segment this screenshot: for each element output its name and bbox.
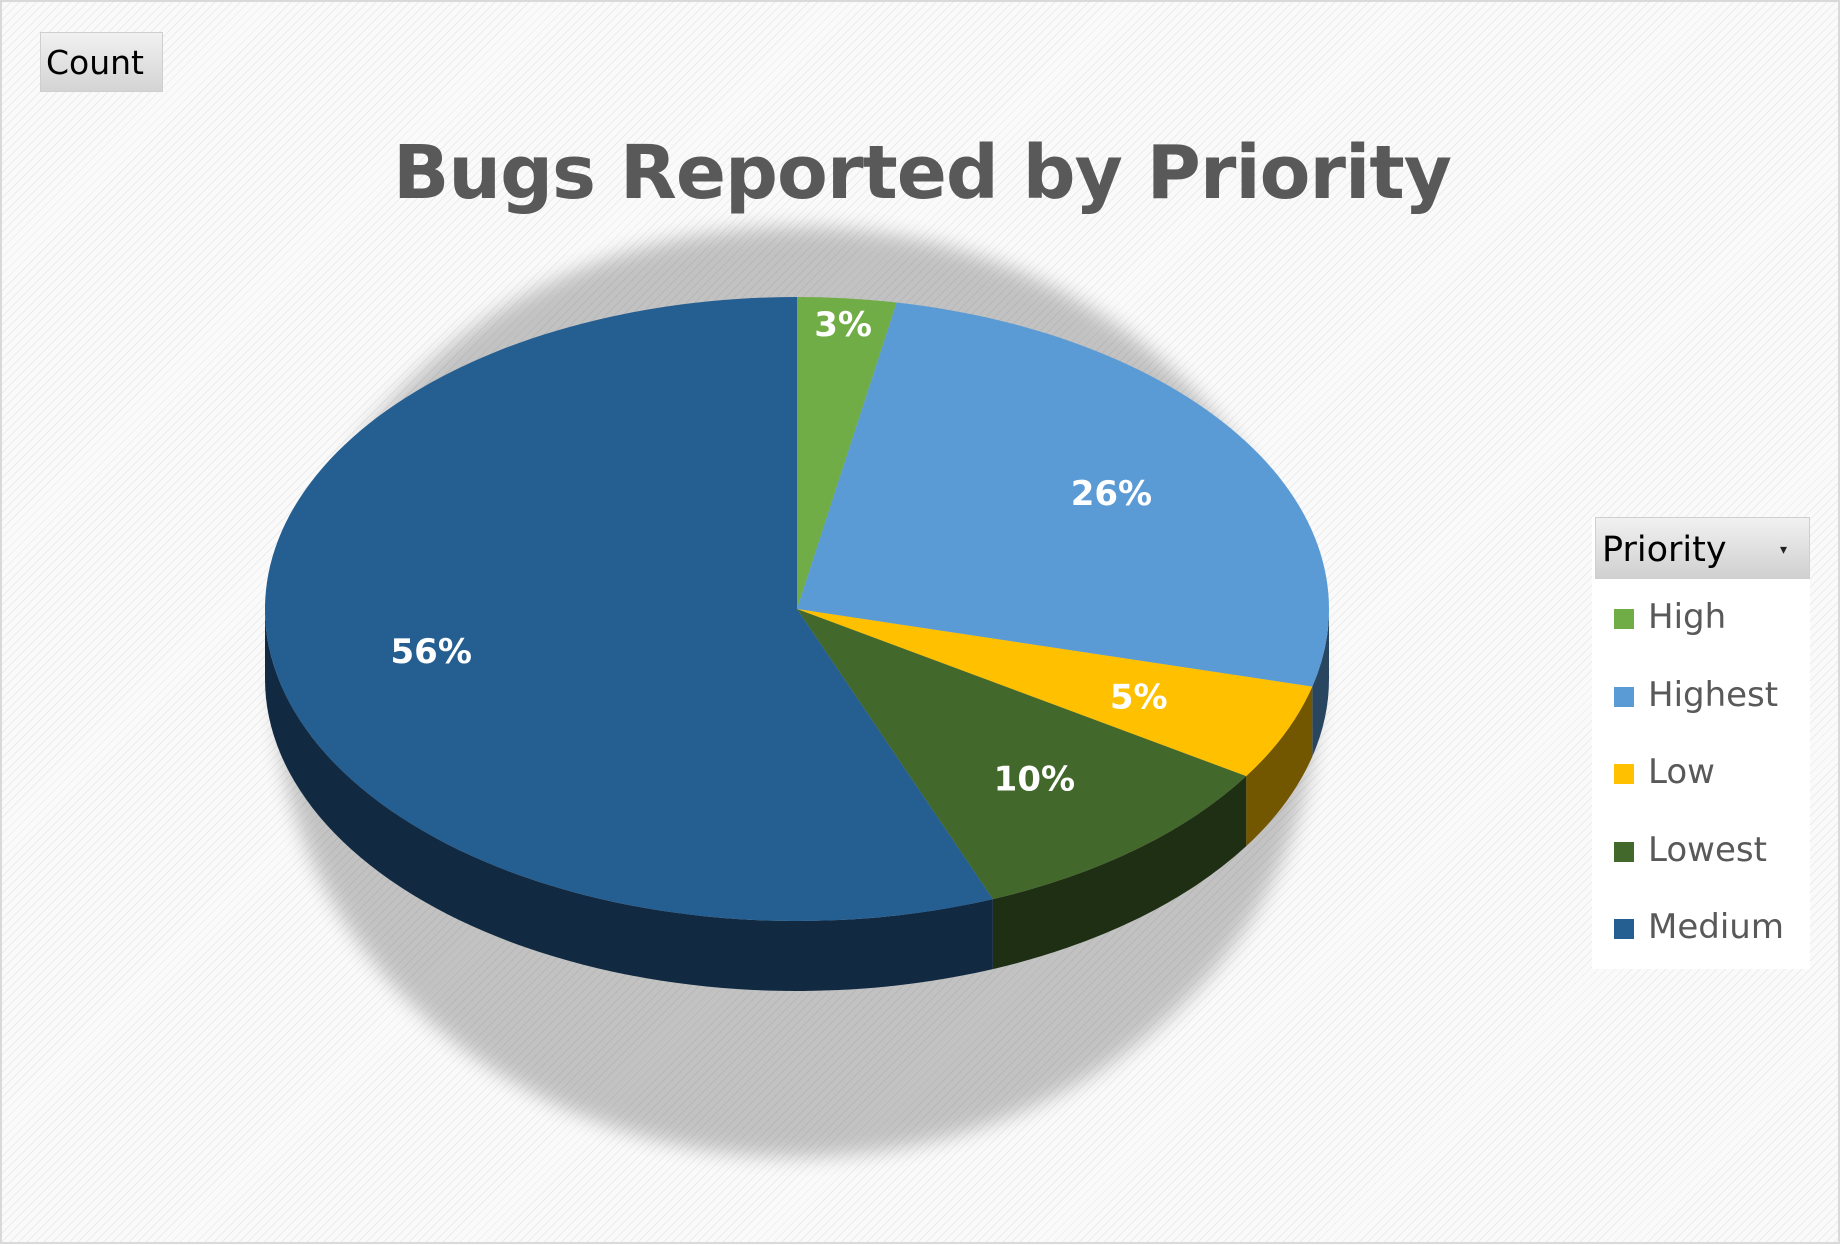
legend-title: Priority — [1602, 530, 1727, 570]
pie-slice-low[interactable] — [797, 609, 1313, 777]
data-label-medium: 56% — [391, 632, 472, 672]
legend-item-high[interactable]: High — [1614, 597, 1804, 637]
data-label-high: 3% — [814, 305, 872, 345]
pie-labels: 3% 26% 5% 10% 56% — [391, 305, 1168, 799]
legend-label: High — [1648, 597, 1727, 637]
pie-top — [265, 297, 1329, 921]
legend-label: Highest — [1648, 675, 1779, 715]
legend-swatch — [1614, 842, 1634, 862]
pie-slice-lowest[interactable] — [797, 609, 1247, 900]
pie-side-medium — [265, 609, 993, 991]
legend-label: Lowest — [1648, 830, 1767, 870]
pie-sides — [265, 609, 1329, 991]
data-label-lowest: 10% — [994, 759, 1075, 799]
legend-item-lowest[interactable]: Lowest — [1614, 830, 1804, 870]
legend-swatch — [1614, 764, 1634, 784]
data-label-highest: 26% — [1071, 474, 1152, 514]
legend-swatch — [1614, 919, 1634, 939]
chevron-down-icon[interactable]: ▾ — [1779, 542, 1787, 558]
legend-swatch — [1614, 687, 1634, 707]
legend-item-low[interactable]: Low — [1614, 752, 1804, 792]
data-label-low: 5% — [1110, 678, 1168, 718]
pie-side-highest — [1312, 609, 1329, 757]
legend-label: Medium — [1648, 907, 1784, 947]
legend-item-highest[interactable]: Highest — [1614, 675, 1804, 715]
pie-slice-high[interactable] — [797, 297, 897, 609]
chart-title: Bugs Reported by Priority — [392, 130, 1452, 216]
legend-swatch — [1614, 609, 1634, 629]
legend-item-medium[interactable]: Medium — [1614, 907, 1804, 947]
count-field-button[interactable]: Count — [40, 32, 163, 92]
legend-label: Low — [1648, 752, 1715, 792]
pie-side-low — [1246, 686, 1313, 847]
pie-slice-medium[interactable] — [265, 297, 993, 921]
legend: Priority ▾ High Highest Low Lowest Mediu… — [1592, 517, 1810, 969]
pie-slice-highest[interactable] — [797, 302, 1329, 687]
pie-side-lowest — [992, 776, 1247, 970]
legend-filter-button[interactable]: Priority ▾ — [1595, 517, 1810, 579]
